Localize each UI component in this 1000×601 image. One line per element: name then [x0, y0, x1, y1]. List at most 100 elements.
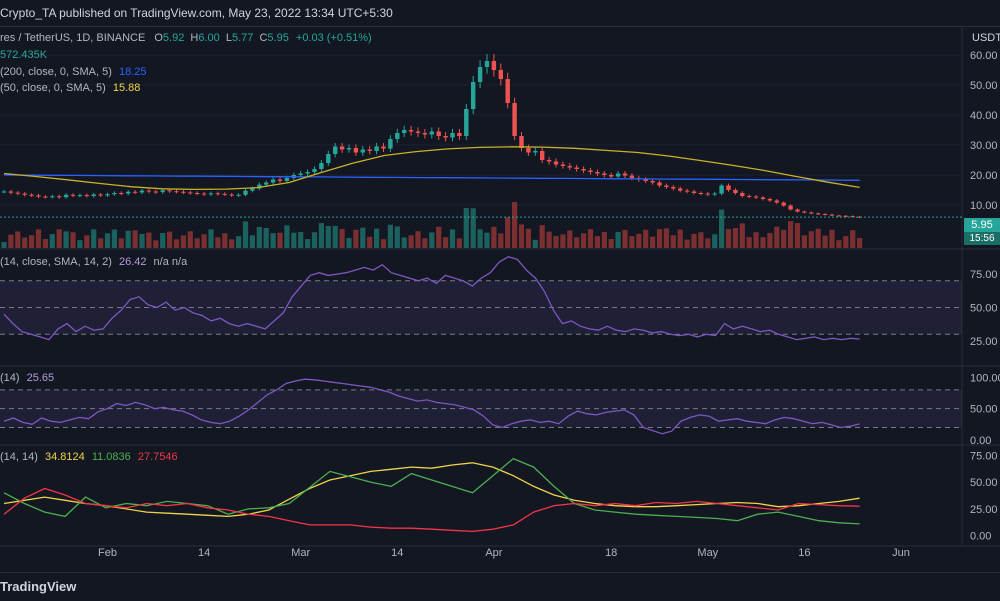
candle-body [822, 214, 828, 215]
ma50-value: 15.88 [112, 82, 141, 94]
candle-body [160, 190, 165, 193]
price-tick-label: 50.00 [970, 80, 998, 92]
volume-bar [249, 235, 255, 248]
volume-bar [8, 234, 14, 248]
volume-bar [594, 236, 600, 248]
candle-body [574, 167, 579, 169]
dmi-tick-label: 75.00 [970, 450, 998, 462]
candle-body [50, 196, 55, 198]
candle-body [181, 191, 186, 193]
published-text: Crypto_TA published on TradingView.com, … [0, 6, 393, 20]
candle-body [643, 179, 648, 181]
countdown-badge: 15:56 [964, 232, 1000, 245]
volume-bar [263, 228, 269, 248]
rsi-label: (14, close, SMA, 14, 2) [0, 256, 112, 268]
volume-bar [160, 232, 166, 248]
volume-bar [767, 233, 773, 248]
candle-body [691, 191, 697, 193]
symbol-name[interactable]: res / TetherUS, 1D, BINANCE [0, 32, 146, 44]
candle-body [105, 194, 110, 196]
volume-bar [311, 232, 318, 248]
volume-bar [560, 234, 566, 248]
volume-bar [615, 231, 621, 248]
volume-bar [394, 226, 400, 248]
candle-body [8, 191, 14, 193]
symbol-legend: res / TetherUS, 1D, BINANCE O5.92 H6.00 … [0, 32, 372, 44]
candle-body [305, 172, 310, 174]
candle-body [250, 188, 255, 191]
candle-body [678, 188, 683, 191]
dmi-tick-label: 25.00 [970, 504, 998, 516]
volume-bar [567, 230, 573, 248]
candle-body [15, 192, 20, 194]
volume-bar [753, 232, 759, 248]
candle-body [146, 190, 152, 192]
volume-bar [587, 229, 594, 248]
candle-body [270, 179, 276, 183]
volume-bar [698, 232, 704, 248]
price-tick-label: 60.00 [970, 50, 998, 62]
x-tick-label: Apr [485, 547, 502, 559]
volume-bar [670, 235, 676, 248]
volume-bar [622, 229, 628, 248]
candle-body [843, 215, 848, 217]
candle-body [126, 191, 131, 194]
candle-body [70, 194, 76, 196]
volume-bar [774, 226, 780, 248]
candle-body [436, 131, 441, 136]
candle-body [229, 194, 234, 196]
volume-bar [505, 217, 511, 248]
volume-bar [470, 208, 476, 248]
volume-bar [801, 235, 807, 248]
candle-body [326, 154, 331, 163]
volume-bar [236, 236, 242, 248]
volume-legend: 572.435K [0, 49, 47, 61]
volume-bar [491, 226, 497, 248]
candle-body [346, 148, 352, 150]
candle-body [705, 193, 710, 195]
volume-bar [1, 242, 7, 248]
candle-body [505, 79, 510, 103]
volume-bar [84, 235, 90, 248]
volume-bar [422, 238, 428, 248]
volume-bar [429, 232, 435, 248]
stoch-tick-label: 50.00 [970, 404, 998, 416]
candle-body [215, 193, 221, 195]
volume-value: 572.435K [0, 49, 48, 61]
dmi-tick-label: 0.00 [970, 531, 991, 543]
candle-body [243, 190, 248, 195]
candle-body [153, 191, 158, 193]
volume-bar [601, 232, 607, 248]
rsi-series-line [3, 255, 860, 341]
volume-bar [367, 236, 373, 248]
candle-body [719, 185, 724, 194]
ma50-legend[interactable]: (50, close, 0, SMA, 5) 15.88 [0, 82, 140, 94]
volume-bar [298, 232, 304, 248]
chart-canvas[interactable]: Feb 14 Mar 14 Apr 18 May 16 Jun 60.00 50.00 40.00 30… [0, 0, 1000, 572]
candle-body [712, 193, 717, 195]
volume-bar [194, 238, 200, 248]
stoch-legend[interactable]: (14) 25.65 [0, 372, 54, 384]
candle-body [333, 146, 338, 154]
x-tick-label: 18 [605, 547, 617, 559]
volume-bar [222, 233, 228, 248]
ma200-legend[interactable]: (200, close, 0, SMA, 5) 18.25 [0, 66, 146, 78]
volume-bar [111, 229, 117, 248]
volume-bar [456, 238, 462, 248]
dmi-legend[interactable]: (14, 14) 34.8124 11.0836 27.7546 [0, 451, 178, 463]
ohlc-l: 5.77 [231, 32, 254, 44]
candle-body [1, 191, 7, 193]
volume-bar [608, 239, 614, 248]
dmi-label: (14, 14) [0, 451, 38, 463]
volume-bar [387, 224, 393, 248]
rsi-legend[interactable]: (14, close, SMA, 14, 2) 26.42 n/a n/a [0, 256, 187, 268]
tradingview-logo[interactable]: TradingView [0, 579, 77, 594]
volume-bar [643, 229, 649, 248]
volume-bar [208, 229, 214, 248]
volume-bar [118, 238, 124, 248]
volume-bar [98, 238, 104, 248]
volume-bar [719, 209, 725, 248]
plus-di-value: 11.0836 [91, 451, 131, 463]
candle-body [284, 178, 290, 181]
x-tick-label: 14 [391, 547, 403, 559]
